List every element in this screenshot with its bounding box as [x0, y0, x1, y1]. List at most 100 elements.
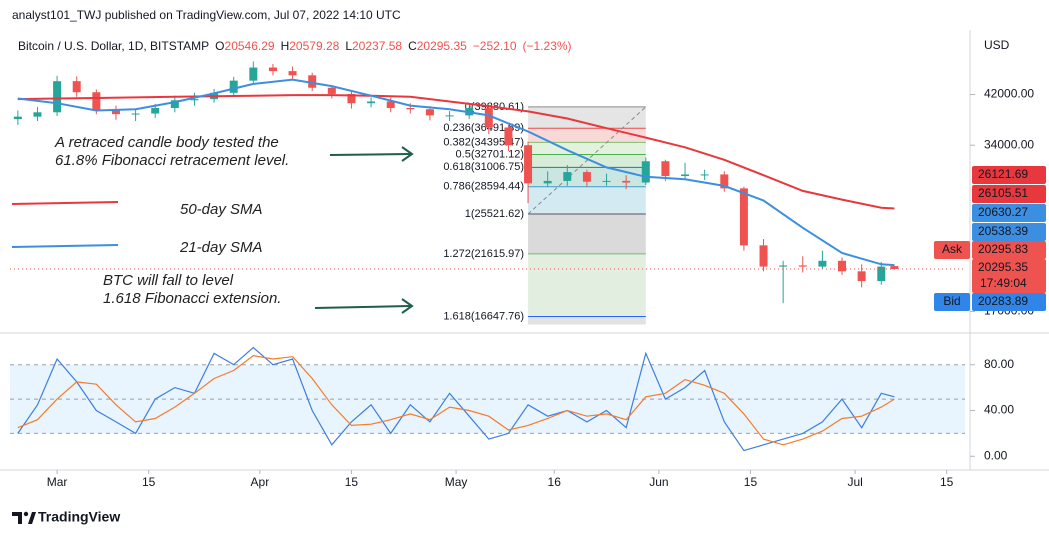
fib-label: 0.236(36491.89) [443, 122, 524, 134]
ohlc-value: 20295.35 [416, 39, 467, 53]
fib-band [528, 106, 646, 129]
candle-body [367, 101, 376, 104]
price-tag-name: Ask [942, 242, 963, 256]
candle-body [877, 266, 886, 282]
x-tick-label: Mar [47, 475, 68, 489]
price-tag [972, 223, 1046, 241]
price-tag [972, 185, 1046, 203]
ohlc-key: O [215, 39, 225, 53]
annotation: A retraced candle body tested the [54, 134, 279, 151]
legend-swatch [11, 201, 119, 205]
candle-body [308, 75, 317, 88]
y-axis-label: USD [984, 38, 1010, 52]
fib-band [528, 142, 646, 155]
candle-body [406, 108, 415, 110]
x-tick-label: Jul [847, 475, 862, 489]
price-tag-label: 20283.89 [978, 294, 1028, 308]
candle-body [543, 180, 552, 184]
candle-body [33, 112, 42, 117]
fib-label: 0.5(32701.12) [456, 148, 525, 160]
x-tick-label: Jun [649, 475, 668, 489]
y-tick-label: 42000.00 [984, 87, 1034, 101]
candle-body [563, 172, 572, 181]
candle-body [151, 108, 160, 114]
logo-mark [28, 512, 36, 524]
legend-title: Bitcoin / U.S. Dollar, 1D, BITSTAMP [18, 39, 210, 53]
price-tag-name-box [934, 293, 970, 311]
price-tag [972, 259, 1046, 293]
ohlc-key: H [280, 39, 290, 53]
ohlc-key: L [345, 39, 352, 53]
arrow-head [401, 298, 414, 314]
fib-band [528, 316, 646, 325]
fib-label: 1.618(16647.76) [443, 310, 524, 322]
sma-line [17, 78, 895, 267]
fib-band [528, 128, 646, 143]
countdown: 17:49:04 [980, 276, 1027, 290]
price-tag-name: Bid [943, 294, 960, 308]
candle-body [661, 161, 670, 177]
candle-body [641, 161, 650, 183]
candle-body [53, 81, 62, 113]
change-pct: (−1.23%) [522, 39, 572, 53]
ohlc-value: 20579.28 [289, 39, 340, 53]
price-tag [972, 241, 1046, 259]
fib-band [528, 253, 646, 317]
fib-label: 1(25521.62) [465, 208, 524, 220]
candle-body [484, 108, 493, 128]
annotation: 61.8% Fibonacci retracement level. [55, 152, 289, 169]
fib-label: 0.786(28594.44) [443, 181, 524, 193]
candle-body [759, 245, 768, 267]
price-tag [972, 293, 1046, 311]
arrow [329, 153, 411, 156]
price-tag-label: 20538.39 [978, 224, 1028, 238]
fib-label: 1.272(21615.97) [443, 248, 524, 260]
x-tick-label: Apr [251, 475, 270, 489]
candle-body [857, 271, 866, 282]
arrow-head [401, 146, 414, 162]
candle-body [170, 100, 179, 109]
logo-dot [23, 511, 29, 517]
candle-body [681, 174, 690, 177]
plot [17, 346, 895, 452]
candle-body [72, 81, 81, 93]
x-tick-label: 15 [744, 475, 758, 489]
stoch-line [17, 354, 895, 446]
legend-label: 50-day SMA [180, 201, 263, 218]
x-tick-label: 15 [142, 475, 156, 489]
candle-body [779, 265, 788, 267]
candle-body [268, 67, 277, 72]
y-tick-label: 40.00 [984, 403, 1014, 417]
ohlc-value: 20237.58 [352, 39, 403, 53]
candle-body [92, 92, 101, 110]
candle-body [700, 174, 709, 176]
fib-trend-line [527, 106, 647, 215]
price-tag-label: 26105.51 [978, 186, 1028, 200]
candle-body [622, 180, 631, 183]
candle-body [739, 188, 748, 246]
legend: Bitcoin / U.S. Dollar, 1D, BITSTAMP O2054… [18, 39, 572, 53]
logo-mark [12, 512, 22, 524]
candle-body [582, 172, 591, 182]
candle-body [445, 115, 454, 117]
price-tag-label: 20295.83 [978, 242, 1028, 256]
change: −252.10 [472, 39, 517, 53]
candle-body [111, 109, 120, 115]
candle-body [13, 116, 22, 120]
ohlc-key: C [408, 39, 417, 53]
plot: 0(39880.61)0.236(36491.89)0.382(34395.47… [13, 61, 899, 325]
price-tag [972, 204, 1046, 222]
price-tag [972, 166, 1046, 184]
price-tag-label: 26121.69 [978, 167, 1028, 181]
fib-band [528, 214, 646, 254]
candle-body [602, 180, 611, 182]
y-tick-label: 80.00 [984, 357, 1014, 371]
candle-body [131, 113, 140, 115]
candle-body [425, 109, 434, 116]
candle-body [249, 67, 258, 81]
y-tick-label: 0.00 [984, 448, 1008, 462]
header-text: analyst101_TWJ published on TradingView.… [12, 8, 401, 22]
